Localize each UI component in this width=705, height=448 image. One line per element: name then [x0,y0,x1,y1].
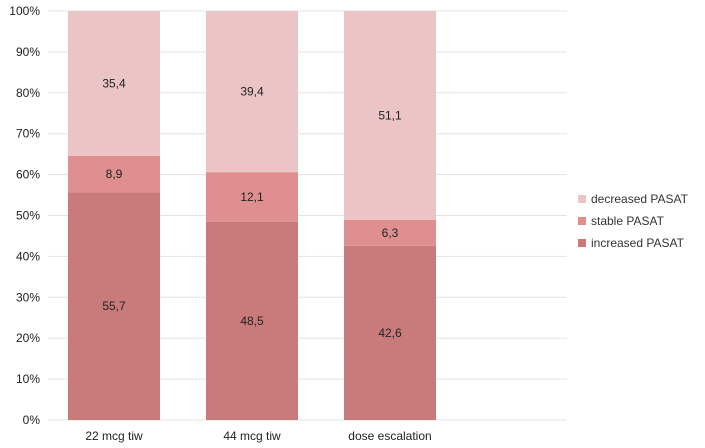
y-tick-label: 70% [16,127,40,141]
y-tick-label: 0% [23,413,41,427]
data-label: 12,1 [240,190,264,204]
bar-segment-decreased-pasat [68,11,160,156]
bar-segment-increased-pasat [344,245,436,420]
data-label: 8,9 [106,167,123,181]
data-label: 35,4 [102,76,126,90]
bar-segment-decreased-pasat [344,11,436,220]
x-tick-label: 22 mcg tiw [85,429,143,443]
y-tick-label: 30% [16,290,40,304]
data-label: 42,6 [378,326,402,340]
y-tick-label: 80% [16,86,40,100]
legend: decreased PASAT stable PASAT increased PAS… [578,192,689,250]
x-tick-label: 44 mcg tiw [223,429,281,443]
x-axis: 22 mcg tiw 44 mcg tiw dose escalation [85,429,431,443]
x-tick-label: dose escalation [348,429,431,443]
bar-segment-increased-pasat [68,192,160,420]
bar-segment-stable-pasat [344,219,436,246]
data-label: 39,4 [240,85,264,99]
y-tick-label: 10% [16,372,40,386]
bar-segment-increased-pasat [206,221,298,420]
data-label: 6,3 [382,226,399,240]
legend-swatch [578,239,586,247]
y-tick-label: 20% [16,331,40,345]
bar-segment-stable-pasat [206,172,298,222]
y-tick-label: 100% [9,4,40,18]
bar-segment-decreased-pasat [206,11,298,173]
y-axis: 0% 10% 20% 30% 40% 50% 60% 70% 80% 90% 100% [9,4,40,427]
legend-swatch [578,195,586,203]
y-tick-label: 90% [16,45,40,59]
bars: 55,7 8,9 35,4 48,5 12,1 39,4 42,6 6,3 51,1 [68,11,436,420]
data-label: 51,1 [378,108,402,122]
y-tick-label: 60% [16,168,40,182]
y-tick-label: 40% [16,249,40,263]
y-tick-label: 50% [16,209,40,223]
legend-entry: increased PASAT [591,236,685,250]
bar-segment-stable-pasat [68,155,160,193]
data-label: 55,7 [102,299,126,313]
legend-swatch [578,217,586,225]
legend-entry: decreased PASAT [591,192,689,206]
legend-entry: stable PASAT [591,214,665,228]
data-label: 48,5 [240,314,264,328]
